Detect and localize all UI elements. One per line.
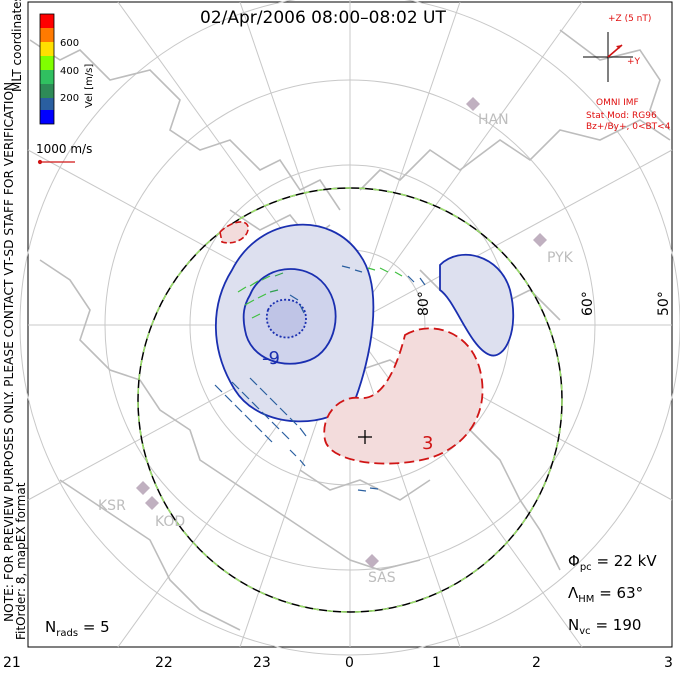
fit-order-label: FitOrder: 8, mapEX format <box>14 482 28 640</box>
latitude-50: 50° <box>656 291 672 316</box>
stat-lambda-hm: ΛHM = 63° <box>568 584 643 605</box>
stat-nvc-value: = 190 <box>595 616 642 634</box>
mlt-tick-23: 23 <box>253 655 271 671</box>
latitude-60: 60° <box>580 291 596 316</box>
stat-lambda-symbol: Λ <box>568 584 579 602</box>
mlt-tick-1: 1 <box>432 655 441 671</box>
colorbar-label: Vel [m/s] <box>84 63 95 108</box>
negative-contour-label: -9 <box>262 348 280 369</box>
velocity-vectors <box>214 265 426 492</box>
mlt-tick-0: 0 <box>345 655 354 671</box>
mlt-tick-2: 2 <box>532 655 541 671</box>
vector-scale-label: 1000 m/s <box>36 142 93 156</box>
mlt-tick-3: 3 <box>664 655 673 671</box>
pole-marker <box>358 430 372 444</box>
stat-phi-value: = 22 kV <box>596 552 657 570</box>
stat-nvc: Nvc = 190 <box>568 616 641 637</box>
positive-contour-label: 3 <box>422 433 434 454</box>
map-title: 02/Apr/2006 08:00–08:02 UT <box>200 8 446 28</box>
negative-cell-east <box>439 253 515 357</box>
colorbar-tick-200: 200 <box>60 93 80 104</box>
stat-nrads: Nrads = 5 <box>45 618 110 639</box>
station-kod: KOD <box>155 514 186 530</box>
vector-scale-bar <box>37 159 75 165</box>
colorbar-tick-600: 600 <box>60 38 80 49</box>
station-han: HAN <box>478 112 509 128</box>
station-markers <box>136 97 547 568</box>
colorbar-tick-400: 400 <box>60 66 80 77</box>
positive-cell-main <box>323 327 484 465</box>
latitude-80: 80° <box>416 291 432 316</box>
station-ksr: KSR <box>98 498 126 514</box>
positive-cell-small <box>219 221 249 244</box>
stat-phi-symbol: Φ <box>568 552 580 570</box>
negative-cell-inner <box>265 298 307 339</box>
hm-boundary-green <box>137 187 563 613</box>
imf-z-label: +Z (5 nT) <box>608 14 652 24</box>
stat-phi-pc: Φpc = 22 kV <box>568 552 657 573</box>
imf-stat-mod: Stat Mod: RG96 <box>586 111 657 121</box>
imf-dial <box>583 32 633 82</box>
stat-phi-sub: pc <box>579 562 592 573</box>
station-pyk: PYK <box>547 250 573 266</box>
imf-stat-cond: Bz+/By+, 0<BT<4 <box>586 122 671 132</box>
station-sas: SAS <box>368 570 396 586</box>
mlt-tick-21: 21 <box>3 655 21 671</box>
stat-lambda-sub: HM <box>578 594 595 605</box>
stat-nvc-sub: vc <box>579 626 591 637</box>
imf-source: OMNI IMF <box>596 98 639 108</box>
stat-nrads-value: = 5 <box>82 618 110 636</box>
stat-nrads-symbol: N <box>45 618 57 636</box>
colorbar <box>39 13 55 125</box>
imf-y-label: +Y <box>627 57 641 67</box>
stat-nvc-symbol: N <box>568 616 580 634</box>
stat-nrads-sub: rads <box>56 628 79 639</box>
mlt-tick-22: 22 <box>155 655 173 671</box>
stat-lambda-value: = 63° <box>599 584 644 602</box>
